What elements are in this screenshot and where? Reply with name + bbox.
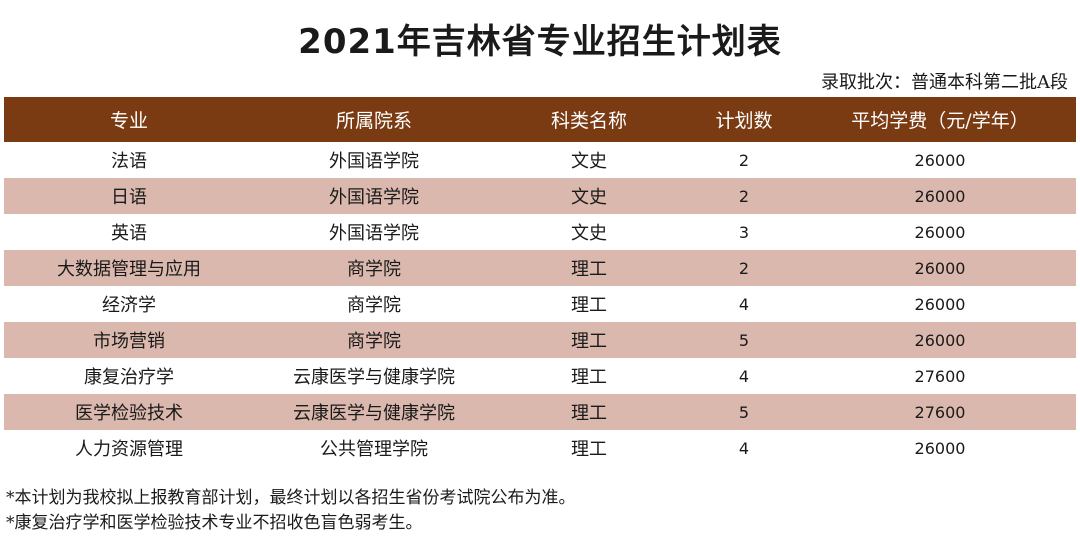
header-department: 所属院系 (254, 97, 494, 142)
cell-plan-count: 3 (738, 222, 750, 242)
table-row: 人力资源管理 公共管理学院 理工 4 26000 (4, 430, 1076, 466)
cell-category: 理工 (571, 439, 607, 460)
cell-tuition: 26000 (914, 438, 966, 458)
cell-tuition: 27600 (804, 394, 1076, 430)
cell-category: 理工 (494, 250, 684, 286)
table-row: 经济学 商学院 理工 4 26000 (4, 286, 1076, 322)
cell-major: 日语 (4, 178, 254, 214)
table-row: 法语 外国语学院 文史 2 26000 (4, 142, 1076, 178)
page-title: 2021年吉林省专业招生计划表 (298, 22, 782, 62)
cell-plan-count: 4 (738, 366, 750, 386)
cell-category: 文史 (571, 151, 607, 172)
table-row: 大数据管理与应用 商学院 理工 2 26000 (4, 250, 1076, 286)
cell-tuition: 26000 (804, 250, 1076, 286)
cell-category: 理工 (494, 322, 684, 358)
cell-major: 经济学 (102, 295, 156, 316)
cell-category: 理工 (571, 367, 607, 388)
cell-category: 文史 (494, 178, 684, 214)
cell-category: 理工 (494, 394, 684, 430)
cell-major: 市场营销 (4, 322, 254, 358)
cell-plan-count: 5 (684, 322, 804, 358)
cell-tuition: 26000 (914, 294, 966, 314)
cell-tuition: 26000 (914, 150, 966, 170)
table-row: 市场营销 商学院 理工 5 26000 (4, 322, 1076, 358)
cell-major: 英语 (111, 223, 147, 244)
cell-major: 医学检验技术 (4, 394, 254, 430)
cell-department: 商学院 (254, 322, 494, 358)
table-row: 日语 外国语学院 文史 2 26000 (4, 178, 1076, 214)
cell-major: 人力资源管理 (75, 439, 183, 460)
footnotes: *本计划为我校拟上报教育部计划，最终计划以各招生省份考试院公布为准。 *康复治疗… (6, 486, 576, 536)
cell-major: 大数据管理与应用 (4, 250, 254, 286)
cell-plan-count: 4 (738, 438, 750, 458)
cell-tuition: 26000 (804, 322, 1076, 358)
table-row: 康复治疗学 云康医学与健康学院 理工 4 27600 (4, 358, 1076, 394)
cell-tuition: 26000 (914, 222, 966, 242)
enrollment-plan-table: 专业 所属院系 科类名称 计划数 平均学费（元/学年） 法语 外国语学院 文史 … (4, 97, 1076, 466)
cell-category: 文史 (571, 223, 607, 244)
cell-category: 理工 (571, 295, 607, 316)
cell-department: 云康医学与健康学院 (293, 367, 455, 388)
cell-department: 公共管理学院 (320, 439, 428, 460)
table-row: 英语 外国语学院 文史 3 26000 (4, 214, 1076, 250)
cell-tuition: 27600 (914, 366, 966, 386)
footnote-plan-disclaimer: *本计划为我校拟上报教育部计划，最终计划以各招生省份考试院公布为准。 (6, 488, 576, 508)
admission-batch: 录取批次：普通本科第二批A段 (821, 72, 1068, 93)
cell-department: 商学院 (254, 250, 494, 286)
cell-plan-count: 2 (684, 250, 804, 286)
table-row: 医学检验技术 云康医学与健康学院 理工 5 27600 (4, 394, 1076, 430)
header-major: 专业 (4, 97, 254, 142)
cell-department: 云康医学与健康学院 (254, 394, 494, 430)
cell-plan-count: 2 (684, 178, 804, 214)
cell-major: 法语 (111, 151, 147, 172)
table-header-row: 专业 所属院系 科类名称 计划数 平均学费（元/学年） (4, 97, 1076, 142)
cell-plan-count: 2 (738, 150, 750, 170)
header-category: 科类名称 (494, 97, 684, 142)
cell-tuition: 26000 (804, 178, 1076, 214)
cell-plan-count: 4 (738, 294, 750, 314)
cell-plan-count: 5 (684, 394, 804, 430)
cell-department: 外国语学院 (329, 151, 419, 172)
header-tuition: 平均学费（元/学年） (804, 97, 1076, 142)
header-plan-count: 计划数 (684, 97, 804, 142)
cell-major: 康复治疗学 (84, 367, 174, 388)
cell-department: 外国语学院 (254, 178, 494, 214)
cell-department: 商学院 (347, 295, 401, 316)
cell-department: 外国语学院 (329, 223, 419, 244)
footnote-color-blind-restriction: *康复治疗学和医学检验技术专业不招收色盲色弱考生。 (6, 513, 423, 533)
